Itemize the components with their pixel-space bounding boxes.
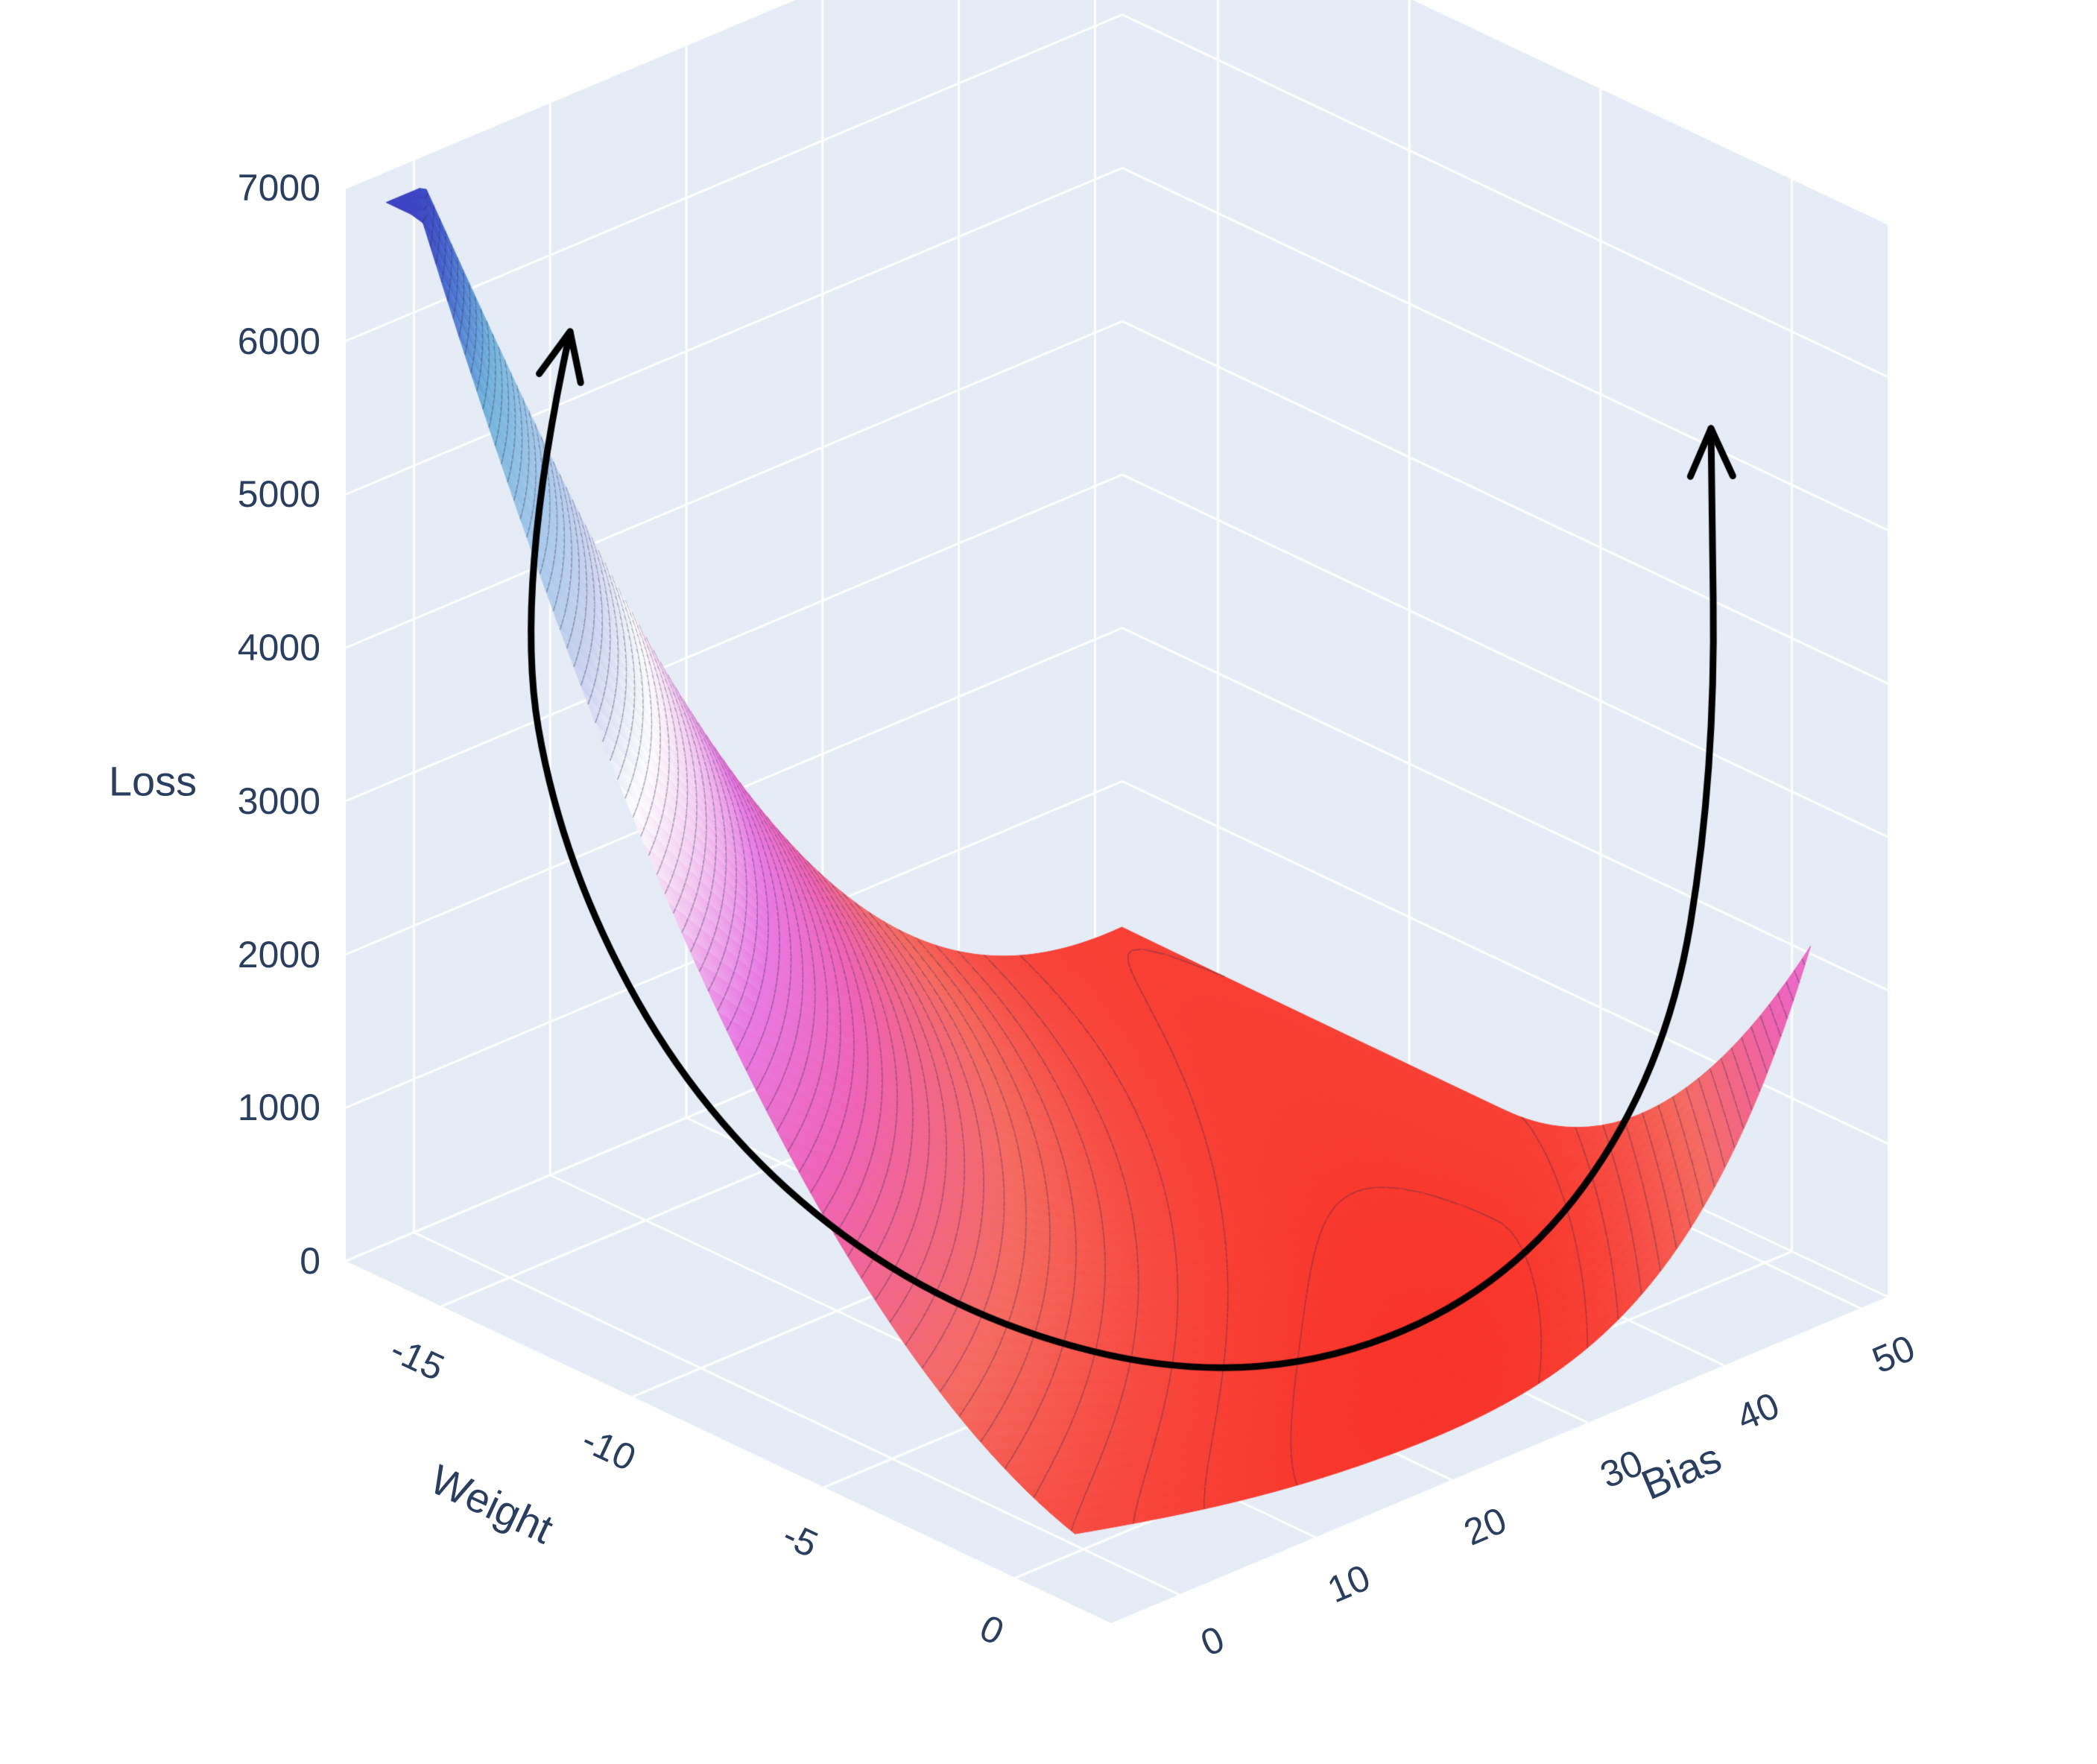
loss-surface-3d-plot: Loss Weight Bias 0 1000 2000 3000 4000 5000 60…: [0, 0, 2097, 1764]
3d-loss-surface-canvas[interactable]: [0, 0, 2097, 1764]
